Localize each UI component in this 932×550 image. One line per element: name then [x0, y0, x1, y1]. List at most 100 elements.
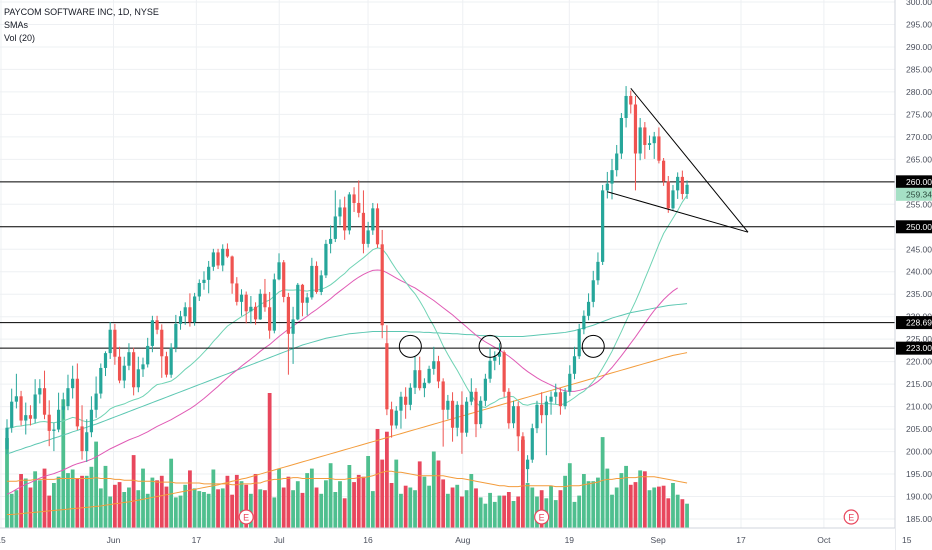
volume-bar: [305, 473, 310, 528]
candle-body: [647, 143, 652, 145]
candle-body: [338, 207, 342, 217]
volume-bar: [141, 468, 145, 528]
earnings-marker-label: E: [848, 513, 854, 523]
volume-bar: [61, 399, 66, 528]
volume-bar: [314, 487, 319, 528]
candle-body: [629, 95, 633, 105]
trend-line: [607, 191, 749, 233]
volume-bar: [94, 441, 99, 528]
candle-body: [239, 294, 244, 302]
volume-bar: [413, 490, 417, 528]
price-tick-label: 190.00: [906, 492, 932, 502]
volume-bar: [375, 429, 380, 528]
price-tick-label: 255.00: [906, 199, 932, 209]
volume-bar: [281, 487, 286, 528]
volume-indicator-label[interactable]: Vol (20): [4, 33, 36, 43]
price-tick-label: 300.00: [906, 0, 932, 7]
volume-bar: [596, 477, 600, 528]
candle-body: [10, 401, 14, 428]
volume-bar: [680, 499, 685, 528]
time-tick-label: Sep: [651, 535, 666, 545]
volume-bar: [131, 455, 136, 528]
price-tick-label: 280.00: [906, 87, 932, 97]
volume-bar: [483, 503, 488, 528]
candle-body: [117, 356, 122, 381]
volume-bar: [52, 483, 56, 528]
candle-body: [591, 280, 595, 302]
volume-bar: [657, 486, 661, 528]
volume-bar: [549, 485, 553, 528]
price-tick-label: 215.00: [906, 379, 932, 389]
volume-bar: [42, 468, 47, 528]
volume-bar: [244, 484, 249, 528]
volume-bar: [173, 497, 178, 528]
volume-bar: [441, 479, 446, 528]
price-tick-label: 270.00: [906, 132, 932, 142]
candle-body: [61, 406, 65, 410]
volume-bar: [624, 465, 628, 528]
candle-body: [160, 329, 164, 357]
volume-bar: [98, 488, 103, 528]
candle-body: [544, 401, 548, 416]
time-tick-label: Jul: [274, 535, 285, 545]
volume-bar: [577, 495, 582, 528]
candle-body: [385, 343, 389, 410]
grid-lines: [0, 0, 908, 528]
volume-bar: [220, 488, 225, 528]
price-tick-label: 275.00: [906, 109, 932, 119]
volume-bar: [352, 482, 356, 528]
volume-bar: [230, 494, 235, 528]
volume-bar: [384, 431, 389, 528]
candle-body: [357, 202, 361, 213]
candle-body: [657, 136, 661, 161]
annotation-circle: [581, 334, 605, 358]
volume-bar: [136, 490, 141, 528]
candle-body: [610, 170, 614, 184]
volume-bar: [319, 493, 324, 528]
volume-bar: [563, 475, 568, 528]
candle-body: [535, 404, 539, 429]
candle-body: [441, 381, 445, 410]
candle-body: [146, 345, 150, 365]
candle-body: [47, 414, 51, 431]
candle-body: [474, 391, 478, 425]
volume-bar: [380, 459, 385, 528]
candle-body: [554, 392, 558, 397]
volume-bar: [291, 490, 295, 528]
candle-body: [207, 266, 211, 280]
candle-body: [394, 410, 398, 426]
volume-bar: [80, 475, 84, 528]
volume-bar: [488, 492, 492, 528]
candle-body: [643, 127, 647, 145]
price-axis-bg: [895, 0, 932, 550]
candle-body: [361, 212, 366, 244]
sma-indicator-label[interactable]: SMAs: [4, 20, 29, 30]
candle-body: [638, 127, 642, 154]
candle-body: [329, 238, 333, 244]
price-tick-label: 205.00: [906, 424, 932, 434]
candle-body: [141, 364, 145, 370]
candle-body: [253, 306, 258, 320]
volume-bar: [525, 483, 530, 528]
time-tick-label: Jun: [107, 535, 121, 545]
candle-body: [178, 316, 183, 324]
volume-bar: [211, 469, 216, 528]
volume-bar: [403, 485, 408, 528]
candle-body: [300, 284, 305, 303]
candle-body: [282, 262, 286, 297]
price-level-label: 228.69: [896, 316, 932, 330]
candle-body: [460, 404, 464, 433]
candle-body: [455, 404, 459, 428]
candle-body: [685, 184, 689, 194]
candle-body: [291, 319, 295, 334]
volume-bar: [239, 481, 244, 528]
candle-body: [75, 378, 79, 427]
annotation-circle: [478, 334, 502, 358]
candle-body: [249, 306, 253, 312]
volume-bar: [370, 491, 375, 528]
volume-bar: [66, 473, 70, 528]
candle-body: [676, 176, 680, 191]
candle-body: [450, 400, 455, 428]
candle-body: [99, 367, 103, 394]
